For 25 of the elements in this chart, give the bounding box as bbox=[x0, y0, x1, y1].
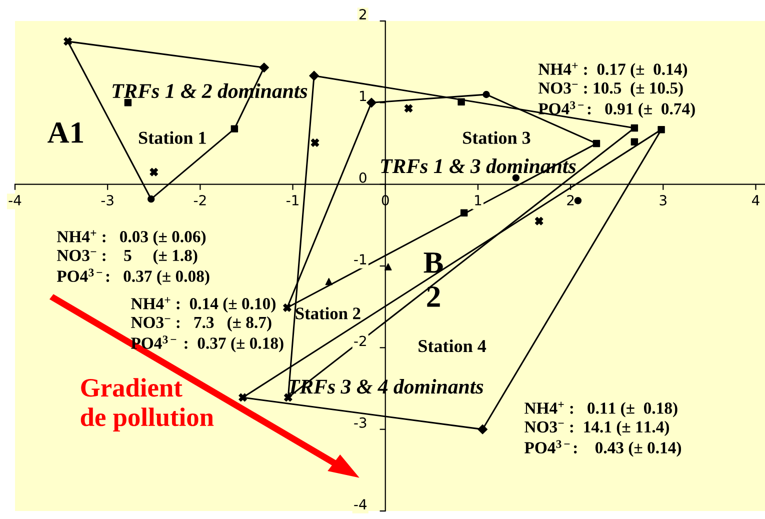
x-tick-label: -1 bbox=[286, 195, 298, 206]
x-tick-label: 1 bbox=[475, 195, 482, 206]
x-tick-label: 2 bbox=[567, 194, 574, 206]
annotation: Station 1 bbox=[139, 131, 206, 144]
y-tick-label: -3 bbox=[354, 417, 366, 428]
y-tick-label: -4 bbox=[354, 499, 367, 510]
annotation: Gradient de pollution bbox=[80, 378, 214, 432]
y-tick-label: 1 bbox=[360, 90, 366, 101]
text: NH4$^{+}$ : 0.17 (± 0.14) NO3$^{−}$ : 10.5 (± 10.5) PO4$^{3−}$: 0.91 (± 0.74) bbox=[538, 62, 695, 118]
text: NH4$^{+}$ : 0.11 (± 0.18) NO3$^{−}$ : 14.1 (± 11.4) PO4$^{3−}$: 0.43 (± 0.14) bbox=[524, 402, 682, 457]
y-tick-label: -2 bbox=[354, 336, 366, 346]
x-tick-label: -4 bbox=[8, 195, 22, 206]
annotation: A1 bbox=[48, 122, 84, 143]
annotation: Station 3 bbox=[463, 131, 530, 144]
annotation: Station 4 bbox=[418, 339, 486, 352]
y-tick-label: -1 bbox=[354, 254, 366, 264]
annotation: B 2 bbox=[424, 252, 443, 307]
x-tick-label: -2 bbox=[194, 194, 206, 206]
y-tick-label: 0 bbox=[359, 172, 366, 183]
x-tick-label: 3 bbox=[660, 194, 666, 206]
y-tick-label: 2 bbox=[359, 9, 366, 20]
text: NH4$^{+}$ : 0.03 (± 0.06) NO3$^{−}$ : 5 (± 1.8) PO4$^{3−}$: 0.37 (± 0.08) bbox=[56, 230, 210, 286]
x-tick-label: 4 bbox=[752, 195, 760, 206]
x-tick-label: -3 bbox=[101, 194, 114, 206]
annotation: Station 2 bbox=[296, 307, 360, 320]
